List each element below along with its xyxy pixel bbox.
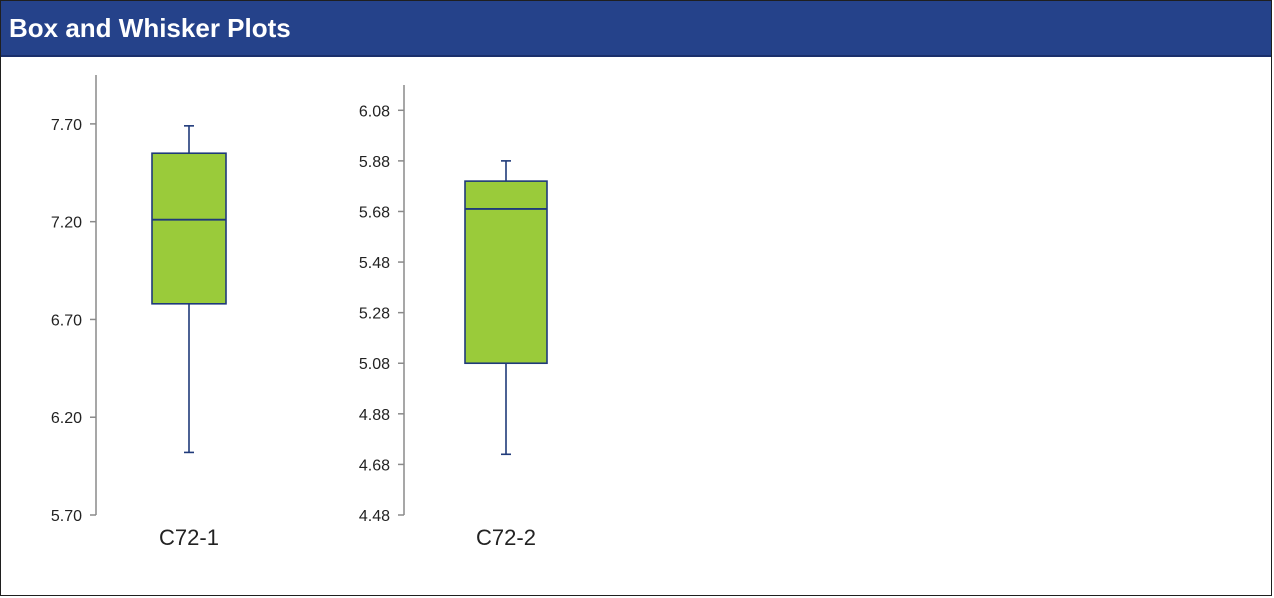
page-title: Box and Whisker Plots [9,12,291,43]
y-tick-label-c72-2: 5.88 [359,154,390,171]
y-tick-label-c72-1: 5.70 [51,508,82,525]
y-tick-label-c72-1: 6.20 [51,410,82,427]
category-label-c72-1: C72-1 [159,525,219,550]
y-tick-label-c72-2: 5.48 [359,255,390,272]
y-tick-label-c72-1: 6.70 [51,312,82,329]
y-tick-label-c72-2: 4.68 [359,457,390,474]
box-c72-2 [464,180,548,365]
y-tick-label-c72-2: 5.28 [359,306,390,323]
y-tick-label-c72-2: 5.08 [359,356,390,373]
y-tick-label-c72-2: 4.48 [359,508,390,525]
category-label-c72-2: C72-2 [476,525,536,550]
header-bar: Box and Whisker Plots [1,1,1271,57]
y-tick-label-c72-1: 7.70 [51,117,82,134]
y-tick-label-c72-1: 7.20 [51,215,82,232]
y-tick-label-c72-2: 4.88 [359,407,390,424]
y-tick-label-c72-2: 5.68 [359,204,390,221]
box-c72-1 [151,152,227,305]
y-tick-label-c72-2: 6.08 [359,103,390,120]
